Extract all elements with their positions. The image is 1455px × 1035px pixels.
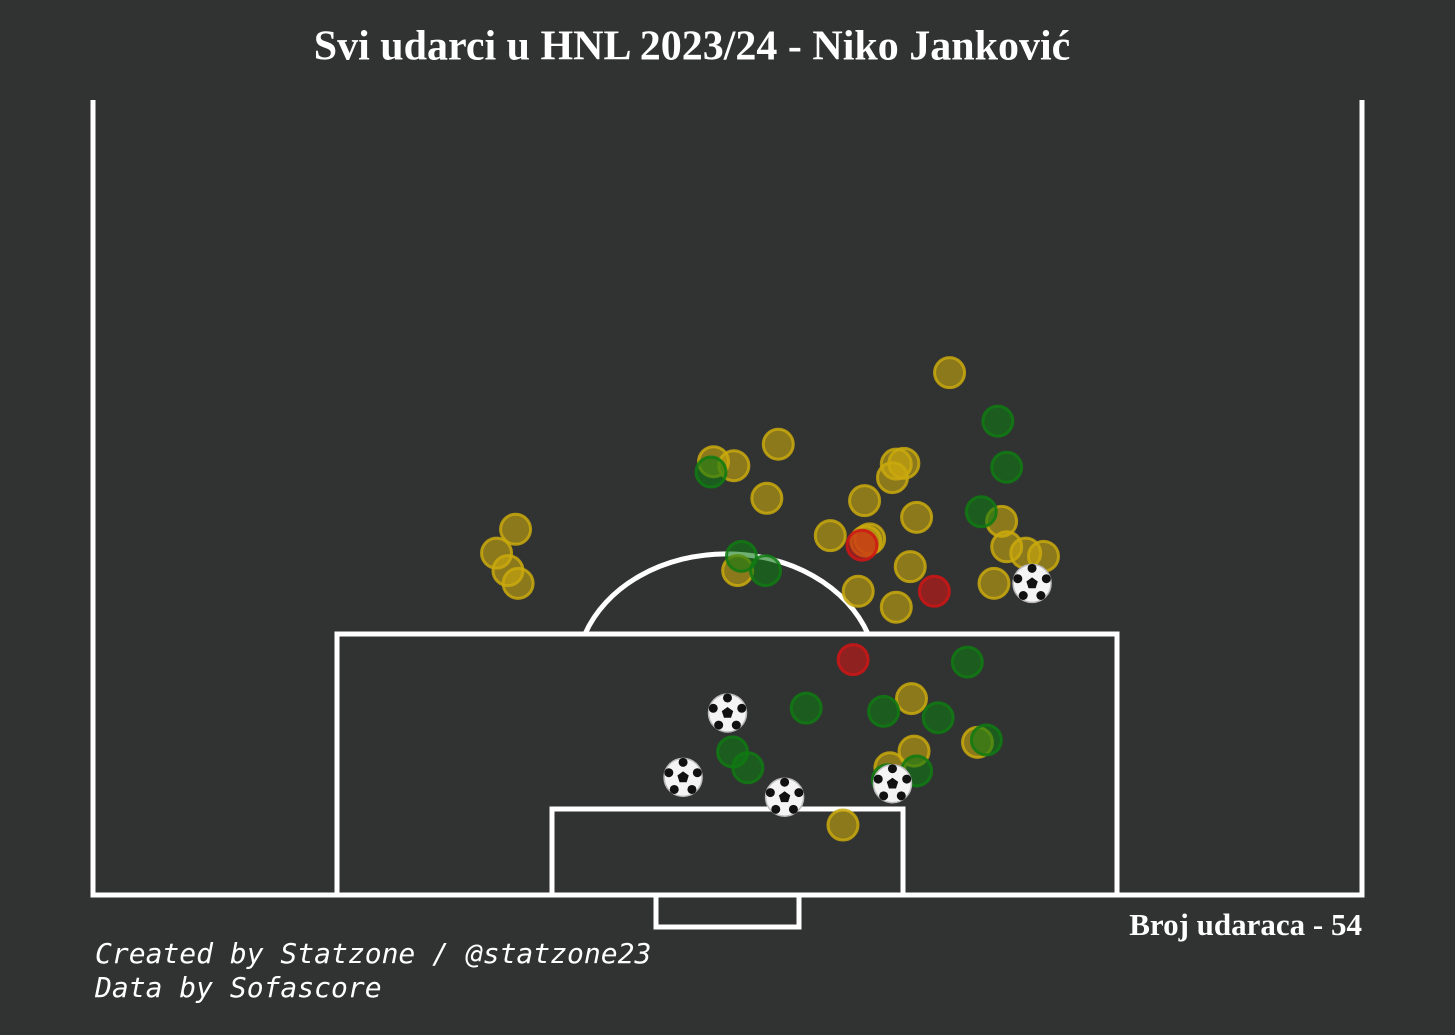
shot: [933, 356, 967, 390]
credit: Data by Sofascore: [94, 971, 382, 1004]
shot: [981, 404, 1015, 438]
shot: [841, 574, 875, 608]
shot: [761, 427, 795, 461]
credit: Created by Statzone / @statzone23: [95, 937, 651, 970]
shot: [731, 751, 765, 785]
shots: [480, 356, 1060, 842]
shot: [969, 723, 1003, 757]
shot: [749, 554, 783, 588]
shot: [879, 590, 913, 624]
shot: [724, 539, 758, 573]
shot: [977, 566, 1011, 600]
shot: [789, 691, 823, 725]
shot: [893, 550, 927, 584]
goal-shot: [872, 763, 913, 804]
goal-shot: [1012, 563, 1052, 604]
shot: [990, 450, 1024, 484]
goal-shot: [663, 757, 703, 798]
shot: [694, 455, 728, 489]
goal-shot: [707, 693, 748, 733]
shot: [875, 461, 909, 495]
shot: [964, 495, 998, 529]
shot: [750, 481, 784, 515]
shot: [921, 701, 955, 735]
shot: [499, 512, 533, 546]
shot: [917, 574, 951, 608]
shot: [867, 694, 901, 728]
shot: [826, 808, 860, 842]
shot: [895, 682, 929, 716]
shot: [836, 643, 870, 677]
goal-shot: [764, 777, 805, 817]
shot: [900, 500, 934, 534]
shot: [845, 528, 879, 562]
shot: [950, 645, 984, 679]
shot: [848, 484, 882, 518]
shot: [813, 519, 847, 553]
shot: [501, 566, 535, 600]
chart-title: Svi udarci u HNL 2023/24 - Niko Janković: [314, 24, 1071, 70]
shot-count: Broj udaraca - 54: [1129, 907, 1362, 942]
